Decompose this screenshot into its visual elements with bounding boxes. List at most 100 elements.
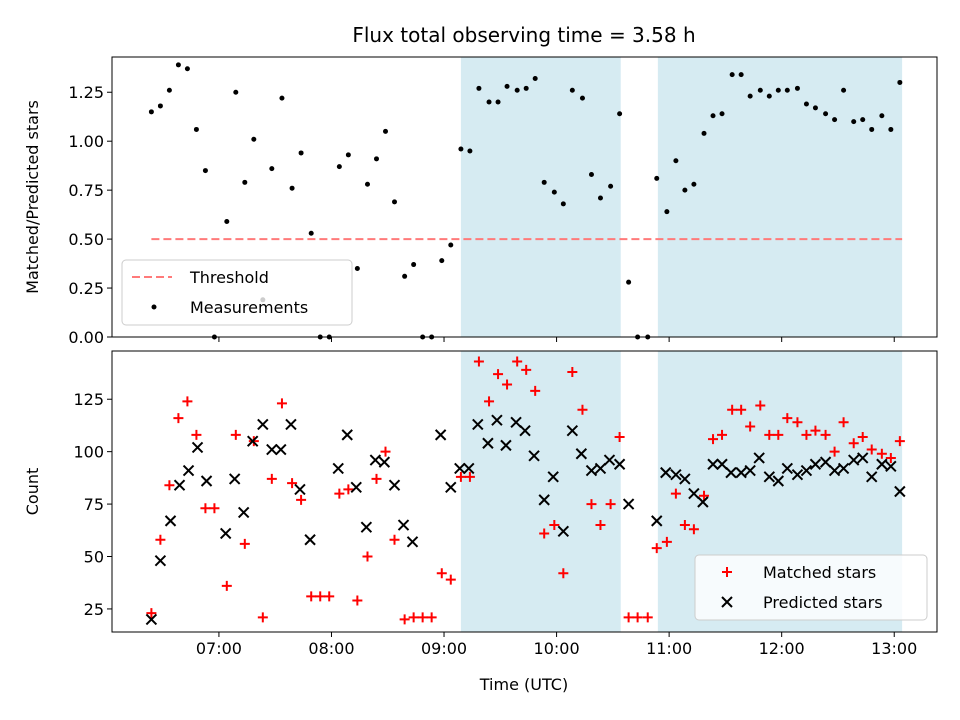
data-point (378, 456, 391, 468)
data-point (182, 396, 193, 407)
data-point (595, 520, 606, 531)
y-axis-label: Count (23, 468, 42, 516)
data-point (145, 613, 158, 626)
data-point (651, 543, 662, 554)
data-point (191, 441, 204, 454)
data-point (445, 574, 456, 585)
data-point (876, 458, 888, 470)
data-point (608, 183, 614, 189)
data-point (632, 612, 643, 623)
x-tick-label: 07:00 (196, 639, 242, 658)
y-tick-label: 0.00 (68, 328, 104, 347)
y-tick-label: 75 (84, 495, 104, 514)
data-point (276, 398, 287, 409)
data-point (557, 525, 570, 538)
panel-count: 07:00 08:00 09:00 10:00 11:00 12:00 13:00 25 50 7… (23, 350, 938, 658)
data-point (879, 113, 885, 119)
data-point (228, 473, 241, 485)
data-point (164, 515, 177, 527)
data-point (660, 466, 672, 479)
data-point (257, 418, 269, 431)
data-point (251, 136, 257, 142)
legend-handle (721, 596, 733, 608)
data-point (237, 506, 250, 519)
data-point (585, 464, 598, 477)
data-point (246, 435, 259, 447)
data-point (829, 446, 840, 457)
data-point (547, 471, 559, 483)
data-point (519, 424, 531, 437)
data-point (399, 614, 410, 625)
data-point (791, 469, 804, 481)
data-point (828, 464, 841, 477)
data-point (803, 101, 809, 107)
data-point (744, 464, 756, 477)
data-point (888, 126, 894, 132)
data-point (716, 458, 728, 470)
data-point (623, 612, 634, 623)
data-point (614, 431, 625, 442)
data-point (688, 524, 699, 535)
panel-ratio: 0.00 0.25 0.50 0.75 1.00 1.25 Matched/Predict… (23, 56, 938, 347)
data-point (362, 551, 373, 562)
data-point (343, 484, 354, 495)
data-point (275, 443, 287, 456)
data-point (308, 230, 314, 236)
data-point (166, 87, 172, 93)
data-point (538, 494, 550, 506)
data-point (175, 62, 181, 68)
data-point (434, 429, 447, 441)
data-point (482, 437, 494, 449)
data-point (298, 150, 304, 156)
data-point (472, 418, 484, 431)
data-point (532, 76, 538, 82)
data-point (757, 87, 763, 93)
legend-box (694, 554, 928, 621)
data-point (285, 418, 297, 431)
data-point (364, 181, 370, 187)
data-point (476, 85, 482, 91)
data-point (504, 83, 510, 89)
data-point (541, 179, 547, 185)
y-tick-label: 0.50 (68, 230, 104, 249)
data-point (691, 181, 697, 187)
data-point (173, 479, 186, 491)
data-point (575, 448, 588, 460)
data-point (613, 458, 626, 470)
legend-handle (151, 304, 157, 310)
data-point (866, 471, 878, 483)
data-point (894, 436, 905, 447)
data-point (617, 111, 623, 117)
data-point (484, 396, 495, 407)
data-point (885, 460, 897, 473)
data-point (514, 87, 520, 93)
data-point (755, 400, 766, 411)
data-point (467, 148, 473, 154)
data-point (605, 499, 616, 510)
data-point (897, 79, 903, 85)
data-point (549, 520, 560, 531)
shaded-interval (460, 57, 621, 337)
data-point (763, 471, 776, 483)
data-point (848, 454, 860, 466)
data-point (521, 364, 532, 375)
data-point (354, 265, 360, 271)
data-point (837, 462, 850, 475)
data-point (182, 464, 195, 477)
data-point (324, 591, 335, 602)
data-point (202, 168, 208, 174)
data-point (661, 536, 672, 547)
data-point (857, 431, 868, 442)
data-point (654, 175, 660, 181)
data-point (269, 166, 275, 172)
data-point (792, 417, 803, 428)
data-point (500, 439, 512, 452)
y-axis-label: Matched/Predicted stars (23, 100, 42, 294)
data-point (729, 72, 735, 78)
data-point (530, 385, 541, 396)
legend: Threshold Measurements (121, 259, 353, 326)
data-point (800, 464, 813, 477)
data-point (209, 503, 220, 514)
data-point (682, 187, 688, 193)
